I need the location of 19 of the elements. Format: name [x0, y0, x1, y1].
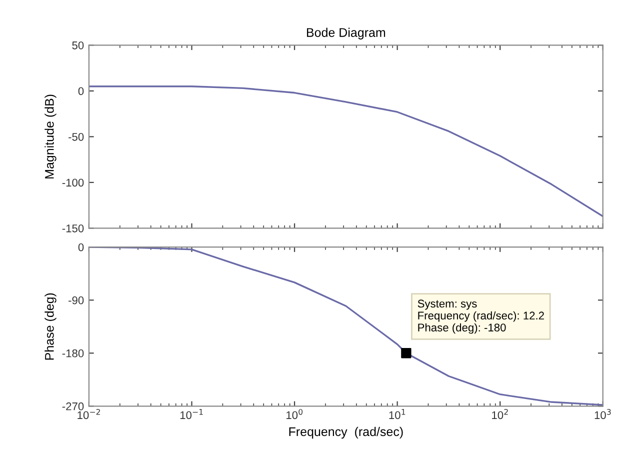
y-tick-label: 0 [78, 87, 84, 96]
chart-title: Bode Diagram [306, 28, 386, 40]
x-tick-label: 10$^{−1}$ [180, 409, 203, 420]
y-tick-label: -180 [62, 349, 84, 358]
annotation: System: sys Frequency (rad/sec): 12.2 Phase (deg): -180 [418, 300, 544, 334]
y-axis-title: Phase (deg) [44, 293, 56, 360]
y-tick-label: -50 [68, 132, 84, 141]
y-tick-label: -100 [62, 178, 84, 187]
y-tick-label: -90 [68, 296, 84, 304]
x-tick-label: 10$^{2}$ [492, 408, 508, 420]
x-tick-label: 10$^{1}$ [389, 409, 406, 420]
x-axis-title: Frequency (rad/sec) [289, 426, 403, 439]
y-tick-label: -150 [62, 224, 84, 232]
x-tick-label: 10$^{3}$ [594, 408, 611, 420]
y-tick-label: -270 [62, 402, 84, 410]
x-tick-label: 10$^{0}$ [286, 408, 303, 420]
y-axis-title: Magnitude (dB) [44, 94, 56, 178]
y-tick-label: 0 [78, 243, 84, 252]
y-tick-label: 50 [72, 41, 84, 50]
